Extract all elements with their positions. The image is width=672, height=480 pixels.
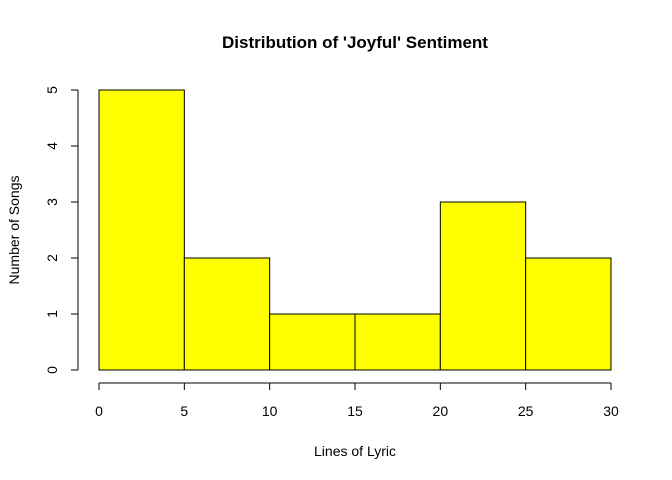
bars-group bbox=[98, 89, 612, 371]
y-axis-label: Number of Songs bbox=[6, 176, 22, 285]
y-axis: 0 1 2 3 4 5 bbox=[44, 86, 79, 374]
x-tick-label-15: 15 bbox=[347, 403, 363, 419]
chart-title: Distribution of 'Joyful' Sentiment bbox=[222, 33, 488, 52]
y-tick-label-3: 3 bbox=[44, 198, 60, 206]
histogram-bar-3 bbox=[354, 313, 441, 371]
x-tick-label-5: 5 bbox=[180, 403, 188, 419]
y-tick-label-2: 2 bbox=[44, 254, 60, 262]
x-axis-label: Lines of Lyric bbox=[314, 443, 396, 459]
x-axis: 0 5 10 15 20 25 30 bbox=[95, 382, 619, 419]
x-tick-label-20: 20 bbox=[433, 403, 449, 419]
x-tick-label-0: 0 bbox=[95, 403, 103, 419]
y-tick-label-5: 5 bbox=[44, 86, 60, 94]
histogram-bar-2 bbox=[269, 313, 356, 371]
x-tick-label-25: 25 bbox=[518, 403, 534, 419]
x-tick-label-30: 30 bbox=[603, 403, 619, 419]
histogram-bar-0 bbox=[98, 89, 185, 371]
histogram-bar-4 bbox=[439, 201, 527, 371]
y-tick-label-4: 4 bbox=[44, 142, 60, 150]
y-tick-label-1: 1 bbox=[44, 310, 60, 318]
histogram-bar-1 bbox=[183, 257, 271, 371]
x-tick-label-10: 10 bbox=[262, 403, 278, 419]
histogram-bar-5 bbox=[525, 257, 612, 371]
y-tick-label-0: 0 bbox=[44, 366, 60, 374]
